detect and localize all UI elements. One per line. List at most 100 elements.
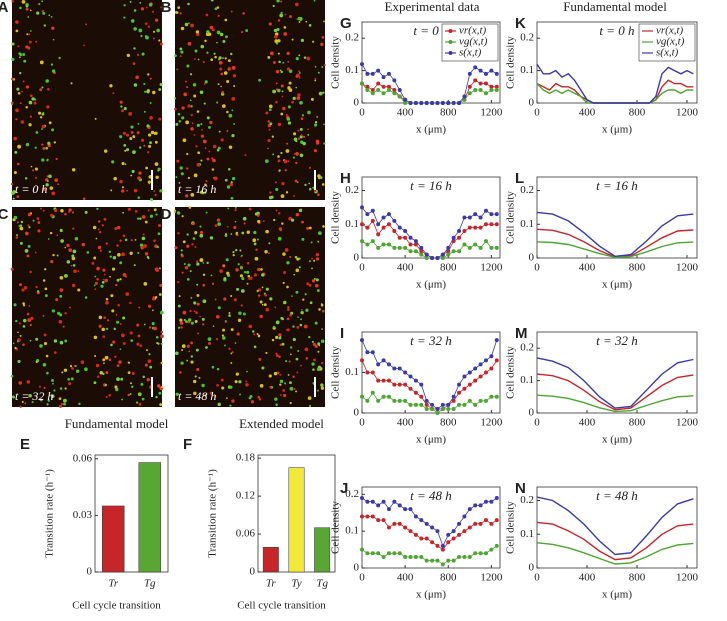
data-point xyxy=(365,88,370,93)
data-point xyxy=(360,338,364,343)
cell-dot xyxy=(230,196,234,200)
data-point xyxy=(494,543,499,548)
data-point xyxy=(413,514,418,519)
data-point xyxy=(435,558,440,563)
cell-dot xyxy=(93,335,98,340)
data-point xyxy=(446,249,451,254)
cell-dot xyxy=(233,298,237,302)
cell-dot xyxy=(143,82,146,86)
cell-dot xyxy=(126,133,130,137)
cell-dot xyxy=(323,64,326,67)
y-tick-label: 0 xyxy=(529,97,535,109)
cell-dot xyxy=(158,267,161,270)
data-point xyxy=(467,215,472,220)
cell-dot xyxy=(154,162,159,166)
cell-dot xyxy=(98,324,102,328)
cell-dot xyxy=(74,236,79,241)
cell-dot xyxy=(158,88,162,91)
cell-dot xyxy=(240,266,243,270)
cell-dot xyxy=(59,294,63,298)
cell-dot xyxy=(279,69,282,72)
data-point xyxy=(446,558,451,563)
cell-dot xyxy=(307,110,311,115)
cell-dot xyxy=(46,159,49,162)
data-point xyxy=(381,242,386,247)
cell-dot xyxy=(52,382,54,385)
cell-dot xyxy=(155,268,160,272)
data-point xyxy=(376,518,381,523)
cell-dot xyxy=(280,194,285,198)
cell-dot xyxy=(232,74,237,78)
cell-dot xyxy=(50,15,53,18)
data-point xyxy=(408,101,413,105)
data-point xyxy=(457,521,462,526)
cell-dot xyxy=(246,270,250,274)
x-tick-label: 0 xyxy=(359,262,365,274)
panel-letter: B xyxy=(161,0,172,16)
cell-dot xyxy=(139,2,142,4)
cell-dot xyxy=(35,285,38,289)
cell-dot xyxy=(308,24,312,27)
cell-dot xyxy=(242,12,245,15)
cell-dot xyxy=(222,39,226,43)
cell-dot xyxy=(261,303,264,306)
bar xyxy=(102,505,125,573)
cell-dot xyxy=(184,80,187,83)
data-point xyxy=(397,88,402,93)
cell-dot xyxy=(311,267,313,270)
cell-dot xyxy=(236,287,240,291)
cell-dot xyxy=(189,99,192,102)
cell-dot xyxy=(283,32,288,36)
cell-dot xyxy=(137,392,142,397)
data-point xyxy=(413,101,418,105)
data-point xyxy=(376,362,381,367)
cell-dot xyxy=(289,15,292,19)
x-tick-label: 1200 xyxy=(676,107,699,119)
cell-dot xyxy=(285,113,288,116)
cell-dot xyxy=(303,56,307,59)
cell-dot xyxy=(127,371,131,375)
cell-dot xyxy=(312,40,315,43)
x-tick-label: 400 xyxy=(397,417,414,429)
cell-dot xyxy=(193,173,198,178)
cell-dot xyxy=(47,88,50,91)
y-tick-label: 0.1 xyxy=(345,525,359,537)
cell-dot xyxy=(144,363,148,367)
cell-dot xyxy=(231,109,234,112)
cell-dot xyxy=(241,276,245,281)
cell-dot xyxy=(221,334,225,337)
cell-dot xyxy=(300,38,305,43)
cell-dot xyxy=(223,297,227,301)
cell-dot xyxy=(274,397,278,401)
cell-dot xyxy=(232,251,235,254)
cell-dot xyxy=(308,182,310,185)
cell-dot xyxy=(224,233,227,236)
data-point xyxy=(494,358,499,363)
data-point xyxy=(451,394,456,399)
cell-dot xyxy=(283,271,287,275)
cell-dot xyxy=(12,395,15,399)
cell-dot xyxy=(295,390,298,393)
cell-dot xyxy=(177,281,180,284)
cell-dot xyxy=(269,51,274,56)
cell-dot xyxy=(296,325,300,329)
cell-dot xyxy=(105,327,109,330)
cell-dot xyxy=(143,323,146,326)
cell-dot xyxy=(52,253,55,257)
cell-dot xyxy=(315,141,320,145)
data-point xyxy=(467,525,472,530)
data-point xyxy=(457,101,462,105)
cell-dot xyxy=(29,339,32,342)
data-point xyxy=(403,245,408,250)
x-tick-label: 0 xyxy=(534,107,540,119)
cell-dot xyxy=(275,187,279,192)
cell-dot xyxy=(289,313,293,317)
data-point xyxy=(424,402,429,407)
cell-dot xyxy=(132,135,136,139)
cell-dot xyxy=(133,188,138,193)
cell-dot xyxy=(114,355,117,359)
cell-dot xyxy=(261,286,264,289)
cell-dot xyxy=(27,16,30,18)
cell-dot xyxy=(137,334,141,338)
cell-dot xyxy=(41,9,45,13)
